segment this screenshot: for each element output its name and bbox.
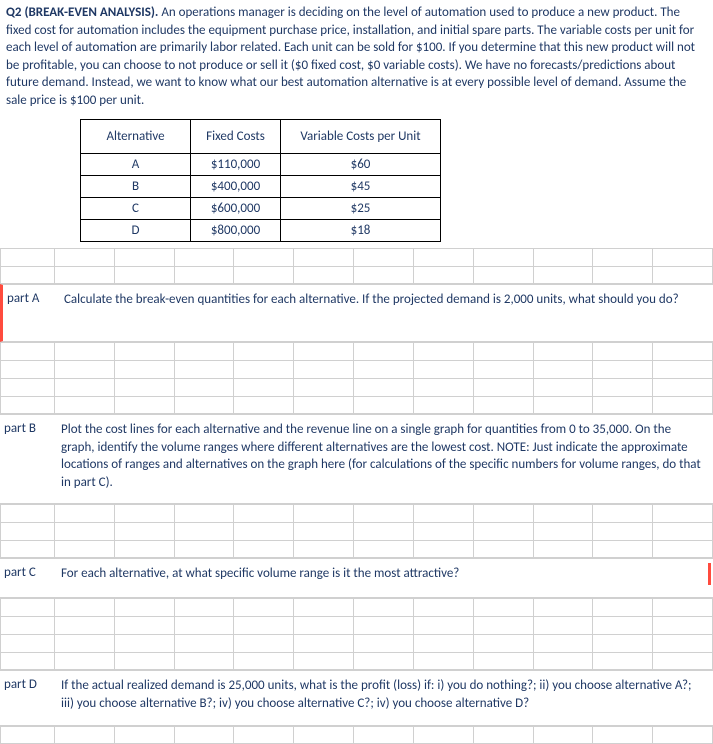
cell-alt: C [81,198,191,220]
cell-fc: $400,000 [191,176,281,198]
cell-alt: A [81,154,191,176]
cell-alt: B [81,176,191,198]
table-row: D $800,000 $18 [81,220,441,242]
cell-alt: D [81,220,191,242]
part-b-label: part B [0,419,55,436]
cell-vc: $25 [281,198,441,220]
cell-vc: $60 [281,154,441,176]
part-d-row: part D If the actual realized demand is … [0,670,713,726]
cell-fc: $800,000 [191,220,281,242]
blank-grid [0,598,713,670]
col-header-fixed-costs: Fixed Costs [191,120,281,154]
problem-title: Q2 (BREAK-EVEN ANALYSIS). [6,5,158,20]
part-c-text: For each alternative, at what specific v… [55,563,713,585]
part-b-row: part B Plot the cost lines for each alte… [0,414,713,504]
table-row: C $600,000 $25 [81,198,441,220]
cost-table: Alternative Fixed Costs Variable Costs p… [80,119,441,242]
col-header-alternative: Alternative [81,120,191,154]
blank-grid [0,342,713,414]
part-d-label: part D [0,675,55,692]
blank-grid [0,248,713,284]
problem-body: An operations manager is deciding on the… [6,5,695,108]
worksheet: Q2 (BREAK-EVEN ANALYSIS). An operations … [0,0,713,744]
col-header-variable-costs: Variable Costs per Unit [281,120,441,154]
table-row: A $110,000 $60 [81,154,441,176]
blank-grid [0,504,713,558]
part-a-text: Calculate the break-even quantities for … [58,289,713,311]
cell-fc: $600,000 [191,198,281,220]
table-header-row: Alternative Fixed Costs Variable Costs p… [81,120,441,154]
part-c-label: part C [0,563,55,580]
table-row: B $400,000 $45 [81,176,441,198]
part-d-text: If the actual realized demand is 25,000 … [55,675,713,714]
cell-vc: $45 [281,176,441,198]
part-a-label: part A [3,289,58,306]
cost-table-region: Alternative Fixed Costs Variable Costs p… [0,117,713,248]
blank-grid [0,726,713,744]
part-a-row: part A Calculate the break-even quantiti… [0,284,713,342]
problem-intro: Q2 (BREAK-EVEN ANALYSIS). An operations … [0,0,713,117]
part-b-text: Plot the cost lines for each alternative… [55,419,713,493]
cell-vc: $18 [281,220,441,242]
part-c-row: part C For each alternative, at what spe… [0,558,713,598]
cell-fc: $110,000 [191,154,281,176]
